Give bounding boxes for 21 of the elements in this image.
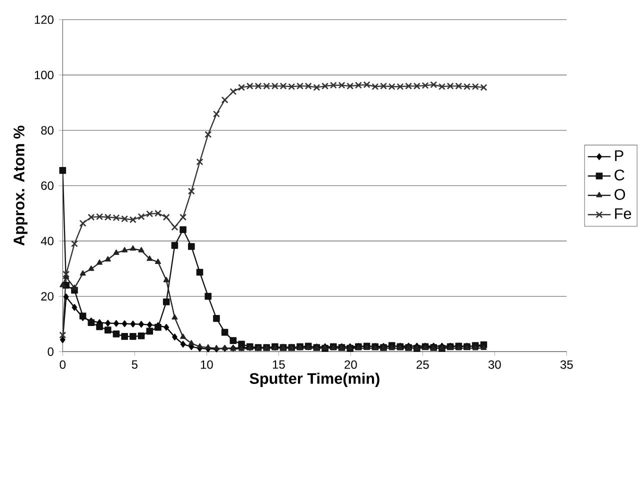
x-tick-label: 35 — [560, 360, 573, 369]
y-tick-label: 120 — [34, 15, 54, 24]
y-axis-title: Approx. Atom % — [14, 126, 28, 246]
x-tick-label: 15 — [272, 360, 285, 369]
x-tick-label: 25 — [416, 360, 429, 369]
x-tick-label: 20 — [344, 360, 357, 369]
y-tick-label: 80 — [41, 126, 54, 135]
y-tick-label: 60 — [41, 181, 54, 190]
legend-label: P — [615, 150, 624, 161]
y-tick-label: 20 — [41, 292, 54, 301]
legend-label: C — [614, 170, 624, 180]
legend-label: Fe — [615, 208, 632, 220]
y-tick-label: 100 — [34, 70, 54, 80]
y-tick-label: 40 — [40, 236, 54, 246]
x-axis-title: Sputter Time(min) — [250, 372, 380, 387]
legend-label: O — [614, 188, 626, 200]
x-tick-label: 5 — [132, 360, 138, 369]
x-tick-label: 0 — [60, 360, 66, 369]
x-tick-label: 10 — [200, 360, 213, 369]
y-tick-label: 0 — [48, 347, 54, 356]
x-tick-label: 30 — [488, 360, 501, 369]
